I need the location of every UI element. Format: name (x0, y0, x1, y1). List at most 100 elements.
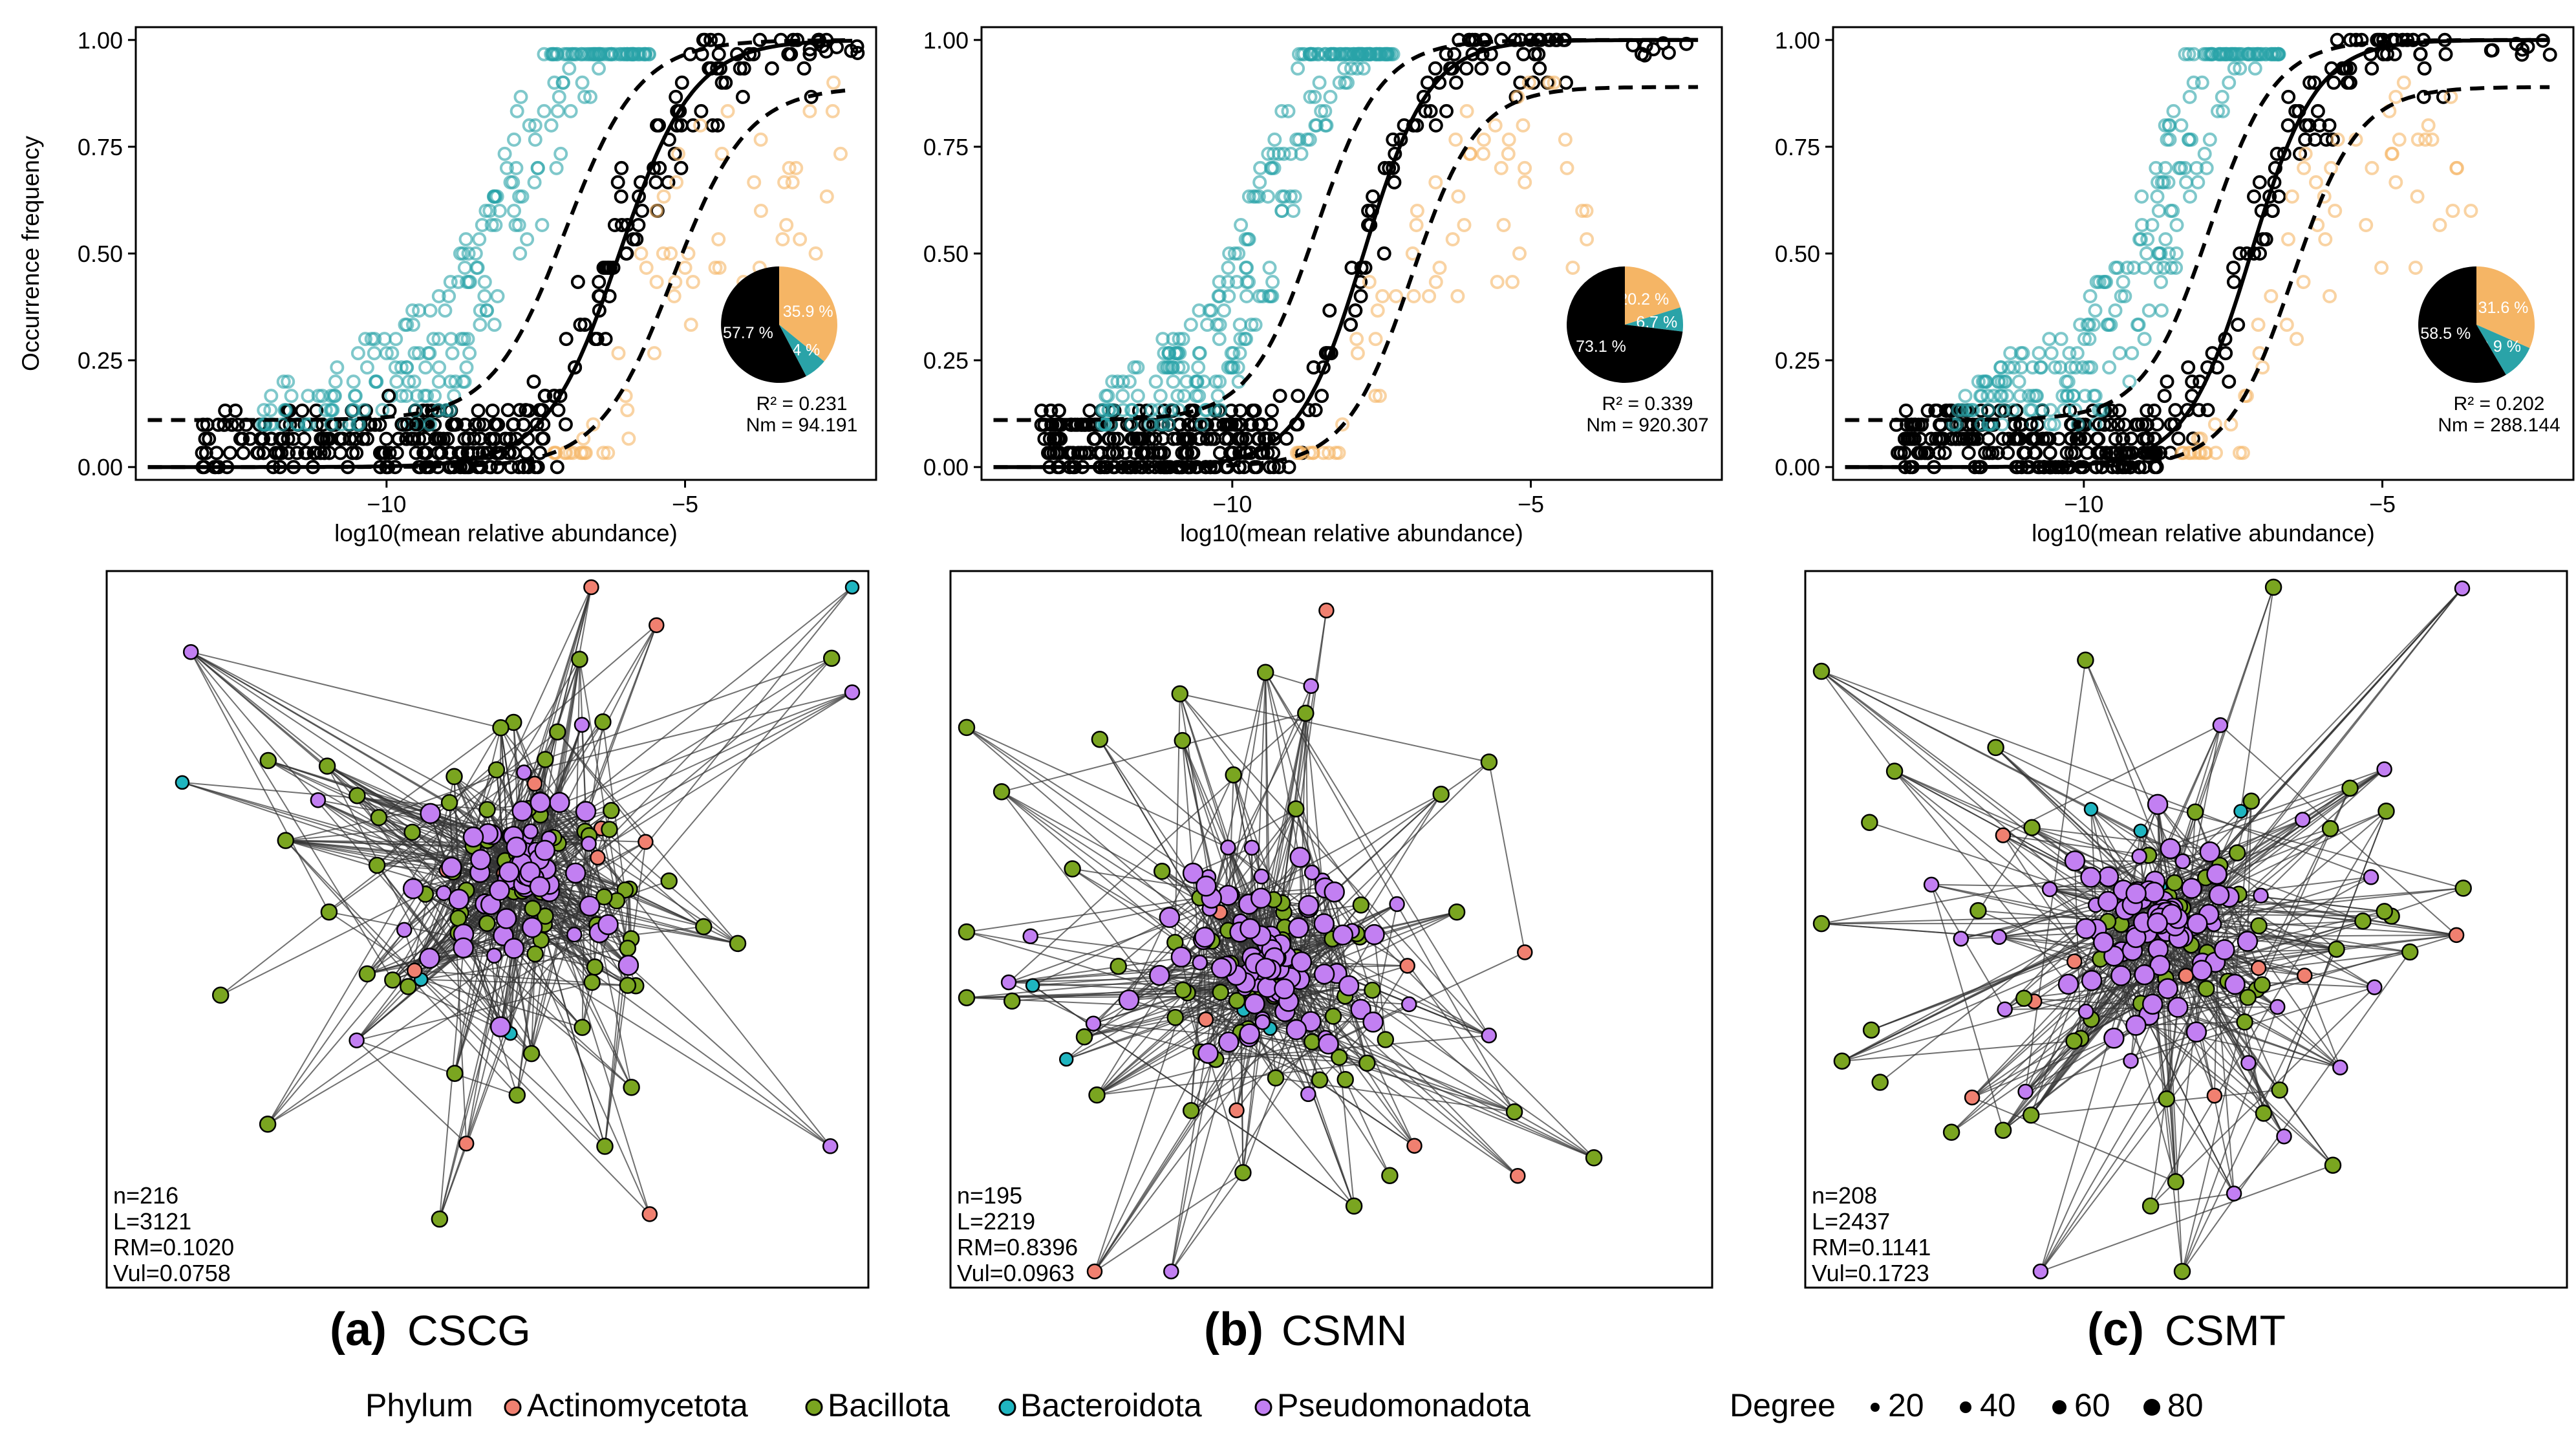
network-edge (966, 726, 1229, 848)
scatter-point (2238, 389, 2253, 404)
scatter-point (456, 374, 471, 389)
scatter-point (1208, 374, 1223, 389)
scatter-point (2302, 75, 2317, 90)
network-node (1331, 1048, 1348, 1066)
scatter-point (2077, 431, 2092, 446)
network-node (574, 1019, 591, 1036)
scatter-point (1294, 47, 1309, 61)
scatter-point (2168, 403, 2183, 418)
y-tick-label: 0.75 (923, 134, 969, 160)
scatter-point (2160, 132, 2174, 147)
scatter-point (368, 417, 382, 432)
scatter-point (2150, 189, 2165, 204)
network-node (1885, 762, 1904, 780)
scatter-point (426, 332, 441, 347)
scatter-point (2115, 431, 2130, 446)
scatter-point (2169, 246, 2184, 261)
scatter-point (286, 431, 301, 446)
scatter-point (2299, 118, 2313, 133)
scatter-point (1996, 403, 2011, 418)
network-node (1964, 1089, 1980, 1106)
network-node (526, 945, 544, 963)
network-node (522, 1044, 541, 1063)
scatter-point (2317, 189, 2332, 204)
scatter-point (1305, 47, 1319, 61)
legend-degree-title: Degree (1730, 1387, 1836, 1423)
scatter-point (1130, 431, 1144, 446)
y-tick-label: 0.00 (78, 454, 123, 481)
scatter-point (406, 318, 420, 332)
scatter-point (456, 332, 471, 347)
scatter-point (592, 275, 606, 289)
y-tick-label: 0.50 (923, 241, 969, 267)
network-edge (1093, 1022, 1208, 1054)
scatter-point (1637, 48, 1652, 63)
legend-phylum-title: Phylum (365, 1387, 473, 1423)
scatter-point (449, 417, 464, 432)
network-edge (376, 624, 657, 866)
scatter-point (500, 403, 515, 418)
scatter-point (306, 446, 321, 460)
scatter-point (1283, 146, 1298, 161)
network-node (1192, 955, 1208, 971)
network-edge (356, 1039, 518, 1096)
network-edge (1894, 770, 2069, 985)
network-edge (585, 625, 658, 812)
scatter-point (2264, 289, 2279, 303)
legend-label-bacillota: Bacillota (828, 1387, 950, 1423)
network-node (448, 889, 469, 910)
scatter-point (2059, 374, 2074, 389)
scatter-point (712, 261, 727, 275)
scatter-point (1450, 289, 1465, 303)
network-node (1345, 1197, 1363, 1215)
network-node (310, 792, 327, 808)
network-edge (2100, 876, 2372, 960)
scatter-point (550, 47, 565, 61)
scatter-point (1155, 431, 1170, 446)
network-node (1218, 1032, 1240, 1053)
scatter-point (1565, 261, 1580, 275)
scatter-point (375, 403, 390, 418)
scatter-point (1338, 47, 1352, 61)
network-edge (2156, 588, 2463, 924)
network-node (1362, 1011, 1384, 1033)
network-edge (2218, 819, 2303, 896)
network-node (1085, 1015, 1102, 1032)
network-node (1058, 1052, 1074, 1067)
network-node (1225, 766, 1242, 784)
scatter-point (1046, 431, 1061, 446)
scatter-point (2277, 146, 2292, 161)
network-node (619, 977, 637, 994)
scatter-point (678, 261, 692, 275)
scatter-point (2199, 160, 2214, 175)
scatter-point (487, 318, 502, 332)
pie-slice (2418, 266, 2506, 383)
network-edge (356, 795, 583, 1028)
scatter-point (2015, 346, 2030, 361)
scatter-point (2279, 318, 2294, 332)
scatter-point (2310, 103, 2325, 118)
pie-slice (2476, 266, 2535, 349)
scatter-point (436, 431, 451, 446)
scatter-point (342, 417, 357, 432)
scatter-point (591, 47, 606, 61)
network-node (1448, 903, 1466, 921)
scatter-point (2063, 404, 2077, 418)
network-edge (486, 923, 502, 1027)
network-node (524, 900, 542, 917)
scatter-point (802, 103, 817, 118)
scatter-point (2043, 403, 2058, 418)
scatter-point (703, 32, 718, 47)
scatter-point (1362, 275, 1377, 289)
network-node (1086, 1263, 1103, 1280)
scatter-point (2073, 318, 2088, 332)
scatter-point (2281, 89, 2296, 104)
scatter-point (445, 346, 460, 361)
network-edge (2090, 787, 2350, 878)
legend-swatch-bacteroidota (998, 1398, 1016, 1416)
scatter-point (369, 374, 383, 389)
network-node (2022, 1107, 2040, 1124)
scatter-point (668, 275, 683, 289)
scatter-point (1580, 232, 1594, 246)
scatter-point (389, 332, 403, 347)
